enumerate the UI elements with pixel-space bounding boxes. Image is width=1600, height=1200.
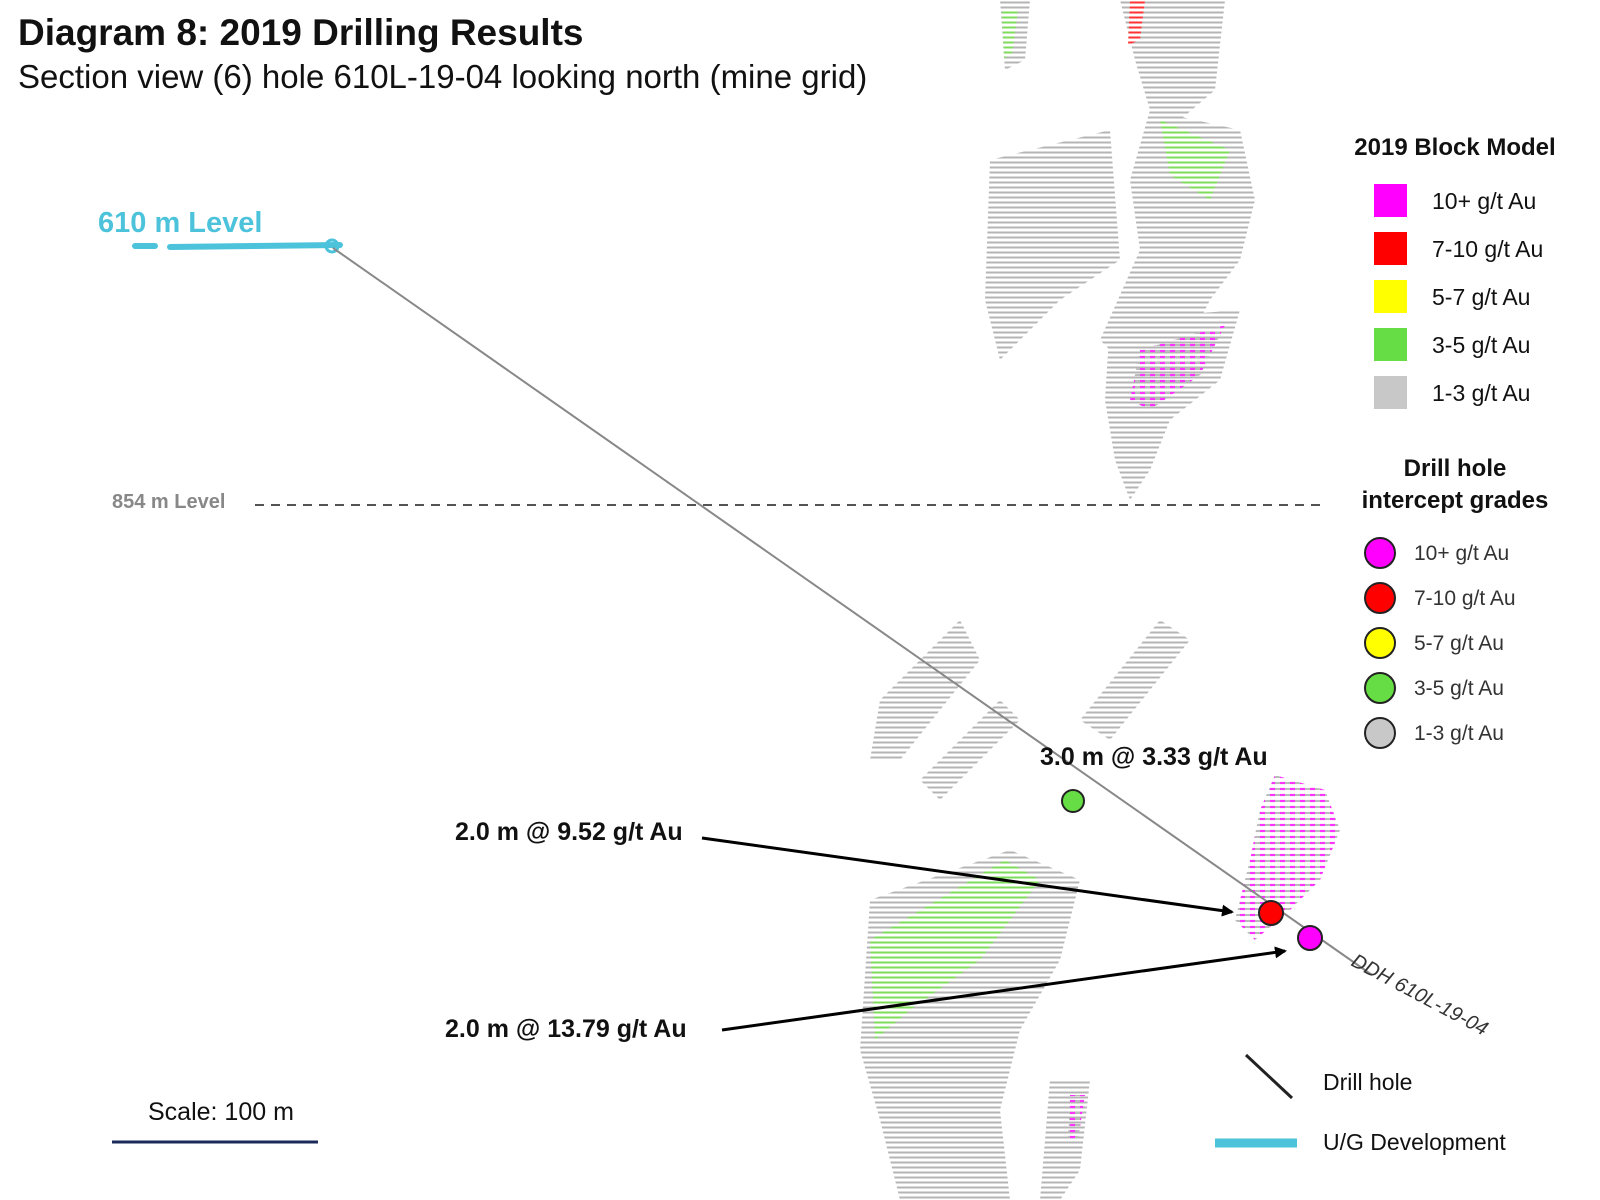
orebody-middle-high [1130, 325, 1225, 410]
drill-hole-legend-label: Drill hole [1323, 1069, 1412, 1095]
diagram-subtitle: Section view (6) hole 610L-19-04 looking… [18, 58, 868, 95]
orebody-left-streaks [985, 130, 1120, 360]
block-model-swatch-1 [1374, 232, 1407, 265]
intercept-legend-label-0: 10+ g/t Au [1414, 542, 1509, 565]
ug-development-legend-label: U/G Development [1323, 1129, 1506, 1155]
intercept-legend-swatch-1 [1364, 582, 1396, 614]
block-model-legend: 2019 Block Model 10+ g/t Au 7-10 g/t Au 5-… [1354, 134, 1556, 409]
orebody-middle-lens [1105, 310, 1240, 500]
drill-hole-legend-swatch [1244, 1053, 1294, 1100]
orebody-highgrade-lens [1235, 775, 1340, 940]
block-model-swatch-4 [1374, 376, 1407, 409]
intercept-marker-3[interactable] [1297, 925, 1323, 951]
block-model-legend-label-3: 3-5 g/t Au [1432, 332, 1530, 358]
arrow-intercept-3 [721, 946, 1287, 1032]
intercept-legend-label-2: 5-7 g/t Au [1414, 632, 1504, 655]
orebody-lower-left-streak [870, 620, 980, 760]
block-model-swatch-2 [1374, 280, 1407, 313]
orebody-upper-green [1160, 120, 1230, 200]
drill-hole-trace [332, 247, 1373, 976]
intercept-label-2: 2.0 m @ 9.52 g/t Au [455, 818, 683, 846]
intercept-legend-title-2: intercept grades [1362, 487, 1549, 514]
diagram-title: Diagram 8: 2019 Drilling Results [18, 12, 584, 53]
block-model-legend-label-4: 1-3 g/t Au [1432, 380, 1530, 406]
intercept-legend-swatch-2 [1364, 627, 1396, 659]
block-model-legend-label-2: 5-7 g/t Au [1432, 284, 1530, 310]
block-model-swatch-3 [1374, 328, 1407, 361]
intercept-legend-label-1: 7-10 g/t Au [1414, 587, 1516, 610]
block-model-orebody [860, 0, 1340, 1200]
intercept-legend-title-1: Drill hole [1404, 455, 1507, 482]
scale-label: Scale: 100 m [148, 1098, 294, 1126]
line-legend: Drill hole U/G Development [1215, 1053, 1506, 1155]
intercept-legend-label-4: 1-3 g/t Au [1414, 722, 1504, 745]
intercept-marker-2[interactable] [1258, 900, 1284, 926]
intercept-legend-swatch-0 [1364, 537, 1396, 569]
block-model-legend-title: 2019 Block Model [1354, 134, 1555, 161]
intercept-legend-label-3: 3-5 g/t Au [1414, 677, 1504, 700]
drill-hole-label: DDH 610L-19-04 [1348, 950, 1492, 1040]
ug-development-610 [132, 242, 343, 250]
orebody-lower-green [870, 860, 1040, 1040]
intercept-legend-swatch-3 [1364, 672, 1396, 704]
level-854-label: 854 m Level [112, 491, 225, 513]
arrow-intercept-2 [701, 836, 1234, 917]
drill-collar [324, 238, 340, 254]
intercept-label-1: 3.0 m @ 3.33 g/t Au [1040, 743, 1268, 771]
level-610-label: 610 m Level [98, 207, 262, 239]
orebody-lower-right-streak [1080, 620, 1190, 740]
block-model-swatch-0 [1374, 184, 1407, 217]
block-model-legend-label-1: 7-10 g/t Au [1432, 236, 1543, 262]
intercept-label-3: 2.0 m @ 13.79 g/t Au [445, 1015, 687, 1043]
intercept-legend-swatch-4 [1364, 717, 1396, 749]
intercept-legend: Drill hole intercept grades 10+ g/t Au 7-… [1362, 455, 1549, 749]
orebody-top-red [1128, 0, 1145, 45]
orebody-top-main [1120, 0, 1225, 120]
orebody-top-streak-green [1002, 10, 1018, 58]
intercept-marker-1[interactable] [1061, 789, 1085, 813]
block-model-legend-label-0: 10+ g/t Au [1432, 188, 1536, 214]
orebody-lower-mid-streak [920, 700, 1020, 800]
orebody-bottom-mixed [1068, 1095, 1085, 1140]
